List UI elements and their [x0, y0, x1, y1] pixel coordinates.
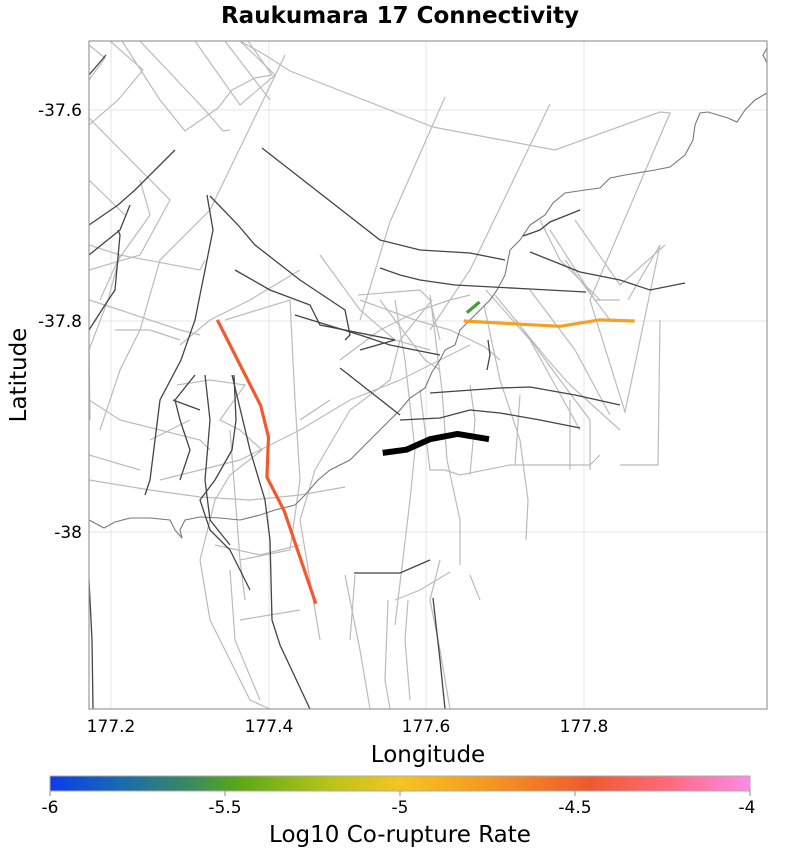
colorbar-tick: -5 — [392, 798, 409, 818]
x-axis: 177.2 177.4 177.6 177.8 Longitude — [87, 717, 609, 768]
x-tick: 177.6 — [402, 717, 451, 737]
colorbar-tick: -4 — [739, 798, 756, 818]
coastline — [89, 47, 767, 539]
source-section-line — [382, 430, 490, 456]
colorbar-tick: -6 — [42, 798, 59, 818]
co-rupture-section-line — [465, 300, 481, 314]
x-axis-label: Longitude — [371, 742, 485, 768]
highlighted-sections — [215, 300, 635, 605]
plot-frame — [88, 40, 768, 710]
y-axis-label: Latitude — [6, 328, 32, 423]
x-tick: 177.2 — [87, 717, 136, 737]
plot-area — [88, 40, 768, 710]
co-rupture-section-line — [463, 318, 635, 328]
fault-traces — [89, 54, 686, 709]
colorbar-tick: -4.5 — [558, 798, 591, 818]
colorbar-tick: -5.5 — [208, 798, 241, 818]
colorbar-label: Log10 Co-rupture Rate — [269, 822, 531, 848]
x-tick: 177.4 — [245, 717, 294, 737]
colorbar: -6 -5.5 -5 -4.5 -4 Log10 Co-rupture Rate — [42, 775, 756, 848]
y-tick: -37.8 — [38, 312, 82, 332]
chart-title: Raukumara 17 Connectivity — [221, 3, 579, 29]
colorbar-gradient — [49, 775, 751, 792]
gridlines — [89, 41, 767, 709]
y-axis: -37.6 -37.8 -38 Latitude — [6, 101, 82, 543]
y-tick: -38 — [54, 523, 82, 543]
x-tick: 177.8 — [560, 717, 609, 737]
y-tick: -37.6 — [38, 101, 82, 121]
co-rupture-section-line — [215, 319, 318, 605]
